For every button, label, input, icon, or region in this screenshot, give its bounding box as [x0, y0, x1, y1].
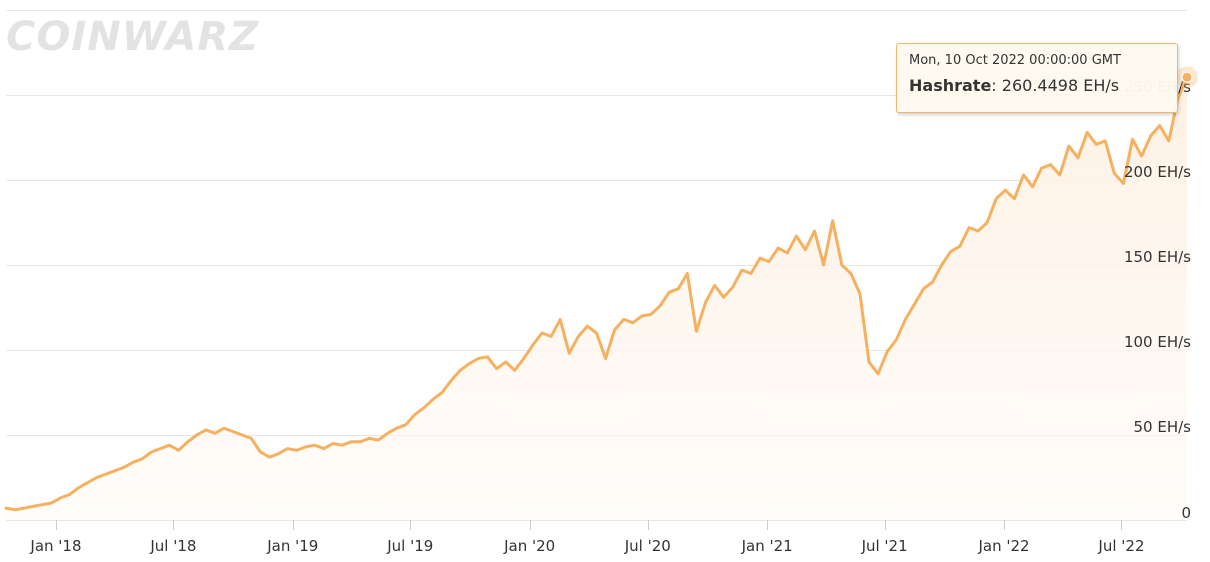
- x-tick-label: Jan '22: [977, 537, 1029, 555]
- x-tick-marks: [56, 520, 1122, 530]
- tooltip-date: Mon, 10 Oct 2022 00:00:00 GMT: [909, 53, 1121, 68]
- y-tick-label: 100 EH/s: [1124, 333, 1191, 351]
- x-tick-label: Jul '19: [386, 537, 433, 555]
- tooltip-value: 260.4498 EH/s: [1001, 76, 1120, 95]
- x-tick-label: Jan '21: [741, 537, 793, 555]
- x-axis-labels: Jan '18 Jul '18 Jan '19 Jul '19 Jan '20 Jul '…: [29, 537, 1144, 555]
- x-tick-label: Jan '19: [266, 537, 318, 555]
- hover-marker: [1176, 66, 1198, 89]
- tooltip: Mon, 10 Oct 2022 00:00:00 GMT Hashrate: …: [896, 43, 1178, 113]
- tooltip-label: Hashrate: [909, 76, 992, 95]
- y-tick-label: 150 EH/s: [1124, 248, 1191, 266]
- x-tick-label: Jul '20: [624, 537, 671, 555]
- series-line[interactable]: [4, 75, 1189, 512]
- x-tick-label: Jan '20: [503, 537, 555, 555]
- y-tick-label: 0: [1181, 504, 1191, 522]
- tooltip-row: Hashrate: 260.4498 EH/s: [909, 76, 1120, 95]
- series-area: [6, 77, 1187, 520]
- coinwarz-watermark-logo: COINWARZ: [6, 14, 260, 60]
- x-tick-label: Jul '18: [149, 537, 196, 555]
- x-tick-label: Jul '22: [1097, 537, 1144, 555]
- series-area-hashrate: [6, 77, 1187, 520]
- hover-marker-point: [1181, 71, 1193, 83]
- y-tick-label: 50 EH/s: [1134, 418, 1192, 436]
- y-tick-label: 200 EH/s: [1124, 163, 1191, 181]
- x-tick-label: Jul '21: [861, 537, 908, 555]
- x-tick-label: Jan '18: [29, 537, 81, 555]
- series-line-hashrate[interactable]: [4, 75, 1189, 512]
